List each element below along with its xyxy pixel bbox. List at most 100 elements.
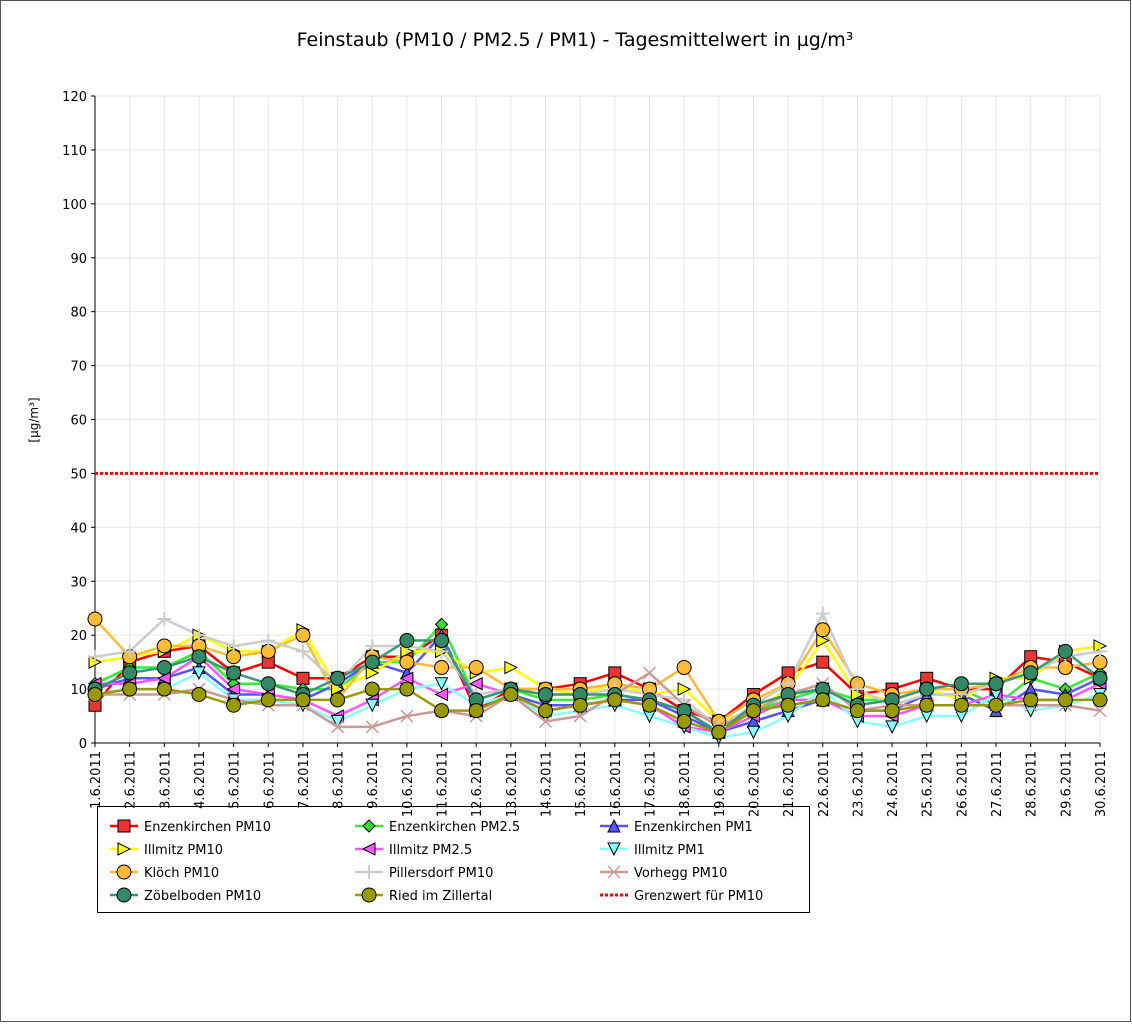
legend-label: Klöch PM10 (144, 866, 219, 881)
data-point-shape (87, 611, 103, 627)
data-point (260, 676, 276, 692)
data-point (400, 709, 414, 723)
data-point (850, 682, 865, 697)
data-point (434, 660, 450, 676)
data-point-shape (780, 697, 796, 713)
y-tick-label: 80 (70, 306, 87, 321)
x-tick-label: 11.6.2011 (436, 751, 451, 817)
data-point-shape (919, 681, 935, 697)
data-point (1057, 643, 1073, 659)
data-point-shape (816, 655, 830, 669)
data-point-shape (399, 681, 415, 697)
data-point (469, 676, 483, 691)
data-point (641, 697, 657, 713)
x-tick-label: 24.6.2011 (886, 751, 901, 817)
legend-marker (607, 842, 621, 857)
data-point (919, 697, 935, 713)
legend-box (97, 806, 810, 913)
data-point (434, 687, 449, 702)
data-point (815, 606, 830, 621)
data-point (399, 681, 415, 697)
data-point-shape (122, 681, 138, 697)
data-point (815, 692, 831, 708)
x-tick-label: 12.6.2011 (470, 751, 485, 817)
x-tick-label: 15.6.2011 (574, 751, 589, 817)
legend-marker (361, 887, 377, 903)
data-point (88, 649, 102, 664)
legend-marker-shape (362, 819, 376, 833)
y-axis-label: [µg/m³] (27, 397, 41, 442)
data-point (434, 703, 450, 719)
data-point-shape (434, 677, 449, 691)
data-point (953, 676, 969, 692)
legend-marker-shape (607, 865, 621, 879)
legend-label: Vorhegg PM10 (634, 866, 727, 881)
data-point (503, 686, 519, 702)
data-point (468, 660, 484, 676)
y-tick-label: 60 (70, 414, 87, 429)
y-tick-label: 100 (62, 198, 87, 213)
data-point (676, 660, 692, 676)
data-point-shape (295, 692, 311, 708)
data-point-shape (365, 666, 380, 680)
data-point (260, 692, 276, 708)
y-tick-label: 110 (62, 144, 87, 159)
y-tick-label: 20 (70, 629, 87, 644)
data-point-shape (953, 676, 969, 692)
data-point (745, 703, 761, 719)
x-tick-label: 7.6.2011 (297, 751, 312, 809)
data-point (122, 665, 138, 681)
data-point-shape (156, 638, 172, 654)
data-point (226, 638, 241, 653)
legend-marker (116, 864, 132, 880)
legend-marker (361, 842, 376, 856)
data-point-shape (399, 671, 414, 686)
data-point (1092, 670, 1108, 686)
data-point (1092, 692, 1108, 708)
data-point (988, 697, 1004, 713)
data-point (122, 644, 137, 659)
data-point-shape (1092, 692, 1108, 708)
x-tick-label: 26.6.2011 (955, 751, 970, 817)
x-tick-label: 8.6.2011 (332, 751, 347, 809)
x-tick-label: 25.6.2011 (921, 751, 936, 817)
data-point (1023, 665, 1039, 681)
data-point-shape (919, 697, 935, 713)
data-point (849, 703, 865, 719)
data-point-shape (156, 681, 172, 697)
x-tick-label: 10.6.2011 (401, 751, 416, 817)
data-point-shape (191, 686, 207, 702)
data-point-shape (538, 703, 554, 719)
data-point (156, 681, 172, 697)
data-point-shape (504, 660, 518, 675)
data-point (1093, 644, 1107, 659)
data-point (295, 644, 310, 659)
data-point-shape (677, 682, 692, 696)
data-point-shape (572, 697, 588, 713)
data-point (364, 681, 380, 697)
y-tick-label: 120 (62, 90, 87, 105)
x-tick-label: 18.6.2011 (678, 751, 693, 817)
x-tick-label: 27.6.2011 (990, 751, 1005, 817)
data-point-shape (364, 654, 380, 670)
data-point (399, 671, 414, 686)
data-point-shape (468, 660, 484, 676)
data-point-shape (260, 692, 276, 708)
y-tick-label: 70 (70, 360, 87, 375)
x-tick-label: 9.6.2011 (366, 751, 381, 809)
data-point-shape (1057, 643, 1073, 659)
data-point (330, 714, 345, 729)
data-point-shape (156, 660, 172, 676)
data-point (226, 697, 242, 713)
x-tick-label: 23.6.2011 (851, 751, 866, 817)
data-point (1023, 692, 1039, 708)
data-point-shape (157, 671, 171, 686)
data-point-shape (365, 698, 380, 713)
data-point-shape (330, 692, 346, 708)
data-point (746, 725, 761, 740)
data-point (364, 654, 380, 670)
x-tick-label: 2.6.2011 (124, 751, 139, 809)
data-point-shape (884, 703, 900, 719)
legend-marker-shape (361, 887, 377, 903)
